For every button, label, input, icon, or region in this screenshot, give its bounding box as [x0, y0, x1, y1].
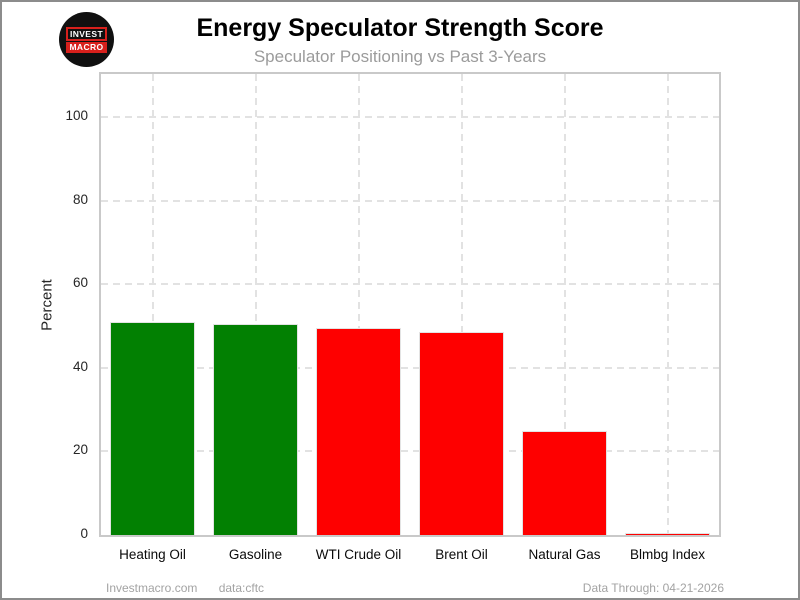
gridline-v-blmbg-index: [666, 74, 669, 535]
x-label-wti-crude-oil: WTI Crude Oil: [315, 547, 402, 562]
chart-title: Energy Speculator Strength Score: [196, 14, 604, 42]
footer-site-text: Investmacro.com: [106, 581, 198, 595]
gridline-v-heating-oil: [151, 74, 154, 535]
logo-invest-text: INVEST: [65, 26, 108, 41]
bar-gasoline: [213, 323, 298, 535]
x-label-gasoline: Gasoline: [228, 547, 283, 562]
y-tick-60: 60: [72, 275, 88, 291]
gridline-v-wti-crude-oil: [357, 74, 360, 535]
gridline-v-natural-gas: [563, 74, 566, 535]
logo-macro-text: MACRO: [66, 41, 107, 53]
bar-brent-oil: [419, 332, 504, 535]
gridline-h-100: [101, 116, 719, 118]
x-label-natural-gas: Natural Gas: [528, 547, 601, 562]
plot-area: [99, 72, 721, 537]
x-label-heating-oil: Heating Oil: [119, 547, 186, 562]
bar-blmbg-index: [625, 532, 710, 535]
bar-heating-oil: [110, 321, 195, 535]
footer-data-through-text: Data Through: 04-21-2026: [582, 581, 724, 595]
gridline-h-20: [101, 450, 719, 453]
y-tick-40: 40: [72, 358, 88, 374]
gridline-v-brent-oil: [460, 74, 463, 535]
y-tick-80: 80: [72, 191, 88, 207]
y-tick-20: 20: [72, 442, 88, 458]
footer-left: Investmacro.com data:cftc: [106, 581, 282, 595]
gridline-h-80: [101, 199, 719, 202]
bar-natural-gas: [522, 430, 607, 535]
footer-source-text: data:cftc: [218, 581, 265, 595]
bar-wti-crude-oil: [316, 328, 401, 535]
gridline-v-gasoline: [254, 74, 257, 535]
x-label-brent-oil: Brent Oil: [435, 547, 488, 562]
x-label-blmbg-index: Blmbg Index: [629, 547, 706, 562]
chart-subtitle: Speculator Positioning vs Past 3-Years: [253, 47, 547, 66]
y-tick-0: 0: [80, 526, 88, 541]
gridline-h-40: [101, 366, 719, 369]
investmacro-logo: INVEST MACRO: [59, 12, 114, 67]
gridline-h-60: [101, 283, 719, 286]
y-tick-100: 100: [65, 108, 88, 123]
